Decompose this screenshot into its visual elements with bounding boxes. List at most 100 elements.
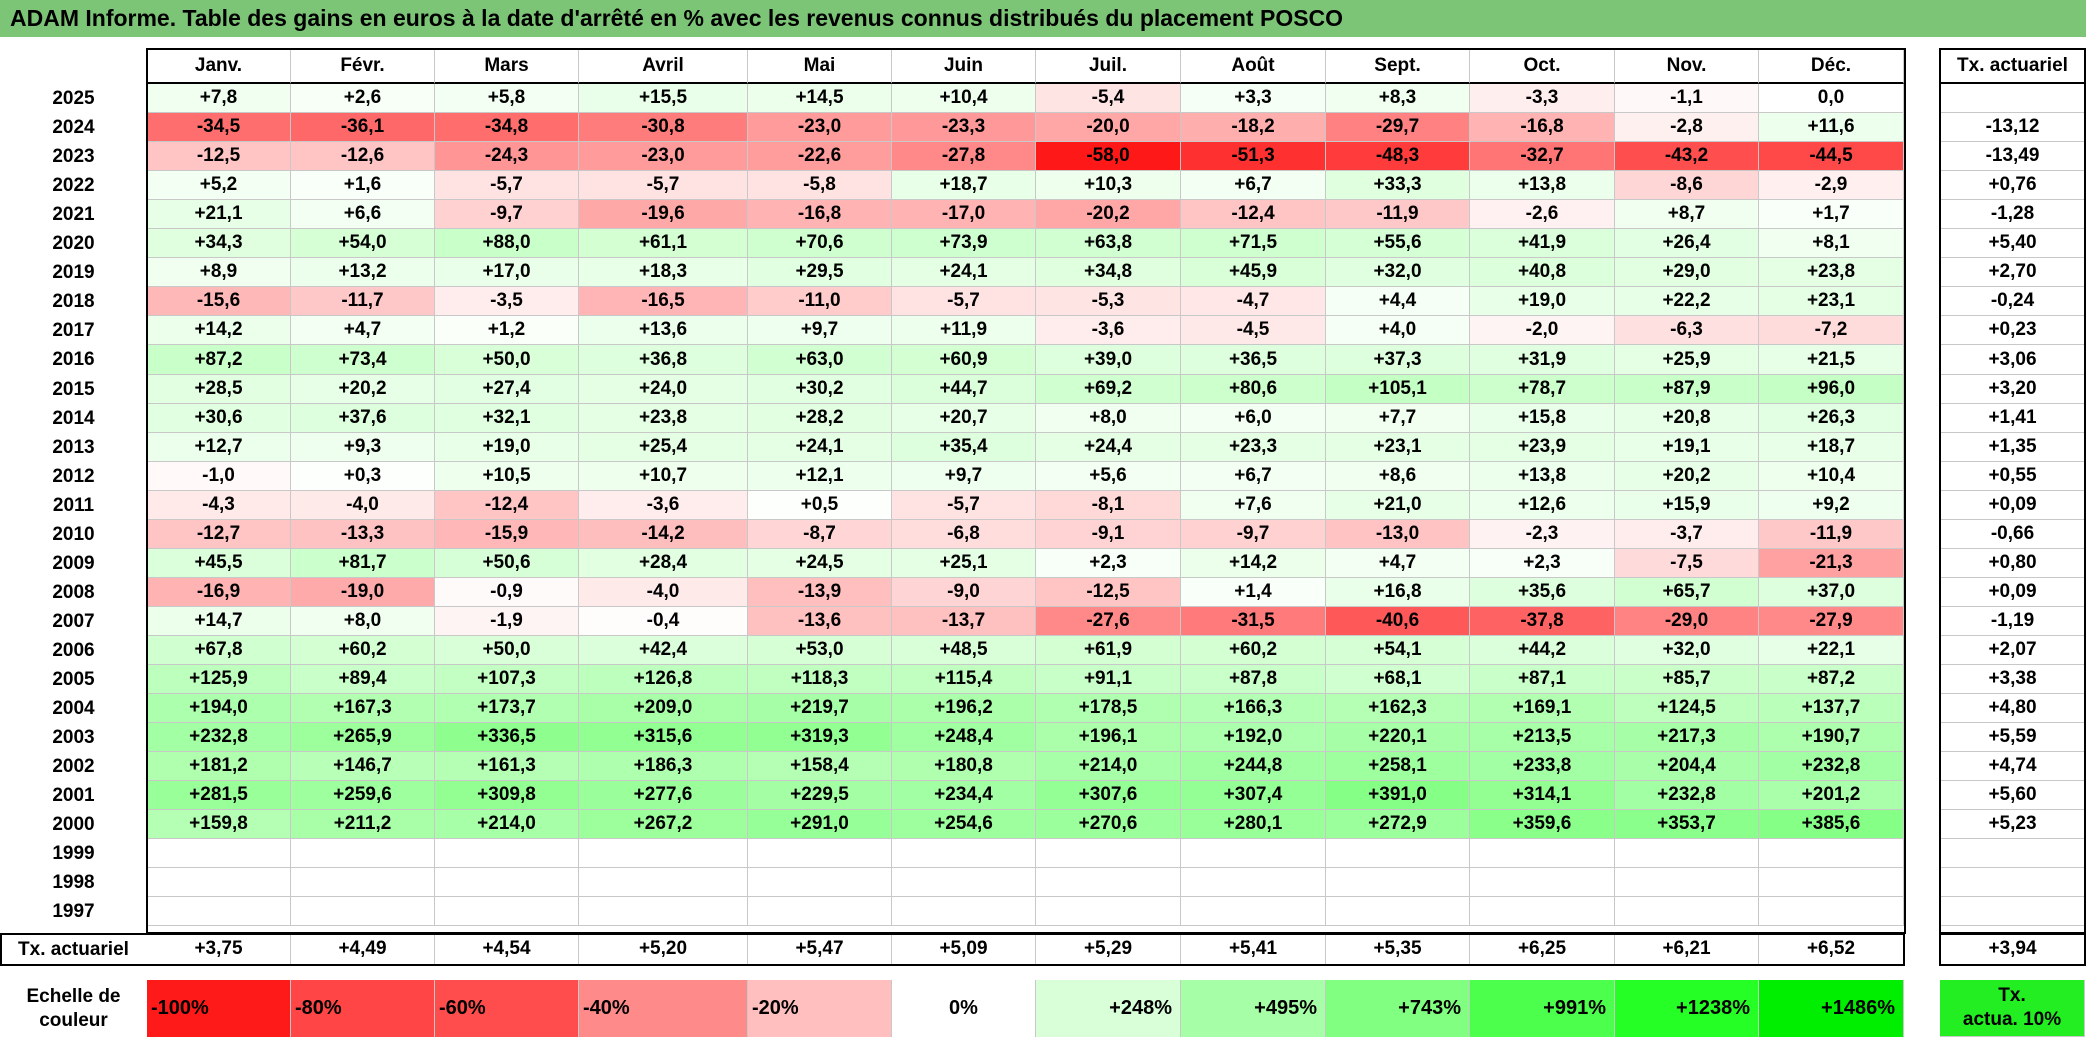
table-cell: -6,3 (1615, 316, 1759, 345)
annual-rate-cell: -13,12 (1940, 113, 2086, 142)
table-cell: +16,8 (1326, 578, 1470, 607)
table-cell: +37,6 (291, 404, 435, 433)
table-cell: +6,7 (1181, 462, 1326, 491)
table-cell: -51,3 (1181, 142, 1326, 171)
table-cell: +232,8 (1759, 752, 1904, 781)
table-cell: -11,0 (748, 287, 892, 316)
table-cell: -16,8 (1470, 113, 1615, 142)
scale-swatch: +1238% (1615, 980, 1759, 1037)
footer-cell: +5,41 (1181, 934, 1326, 965)
table-cell: -8,6 (1615, 171, 1759, 200)
table-cell: +19,0 (1470, 287, 1615, 316)
footer-annual-cell: +3,94 (1940, 934, 2086, 965)
table-cell: +265,9 (291, 723, 435, 752)
table-cell: -16,8 (748, 200, 892, 229)
table-cell: -9,0 (892, 578, 1036, 607)
table-cell: +217,3 (1615, 723, 1759, 752)
table-cell: +55,6 (1326, 229, 1470, 258)
table-cell: +391,0 (1326, 781, 1470, 810)
table-cell: +173,7 (435, 694, 579, 723)
table-cell: +107,3 (435, 665, 579, 694)
table-cell: +234,4 (892, 781, 1036, 810)
table-cell: +24,1 (892, 258, 1036, 287)
table-cell: +272,9 (1326, 810, 1470, 839)
table-cell: -48,3 (1326, 142, 1470, 171)
table-cell: +220,1 (1326, 723, 1470, 752)
table-cell: -5,7 (892, 491, 1036, 520)
month-header: Nov. (1615, 50, 1759, 84)
month-header: Juil. (1036, 50, 1181, 84)
table-cell: -13,9 (748, 578, 892, 607)
table-cell: -9,7 (435, 200, 579, 229)
table-cell: +126,8 (579, 665, 748, 694)
table-cell (1036, 839, 1181, 868)
scale-annual-text: Tx. actua. 10% (1963, 984, 2061, 1032)
table-cell: -20,0 (1036, 113, 1181, 142)
table-cell: -29,0 (1615, 607, 1759, 636)
table-cell: -16,9 (147, 578, 291, 607)
table-cell (1759, 868, 1904, 897)
table-cell: -27,8 (892, 142, 1036, 171)
scale-swatch: -100% (147, 980, 291, 1037)
table-cell: +7,8 (147, 84, 291, 113)
table-cell (748, 897, 892, 926)
table-cell: +23,9 (1470, 433, 1615, 462)
table-cell: +146,7 (291, 752, 435, 781)
table-cell: +353,7 (1615, 810, 1759, 839)
table-cell: +167,3 (291, 694, 435, 723)
table-cell: +19,1 (1615, 433, 1759, 462)
table-cell (1036, 868, 1181, 897)
table-cell: +314,1 (1470, 781, 1615, 810)
table-cell: -2,9 (1759, 171, 1904, 200)
table-cell: -1,1 (1615, 84, 1759, 113)
footer-cell: +6,25 (1470, 934, 1615, 965)
table-cell: -37,8 (1470, 607, 1615, 636)
table-cell: +19,0 (435, 433, 579, 462)
annual-rate-cell (1940, 868, 2086, 897)
table-cell: +12,7 (147, 433, 291, 462)
table-cell: +192,0 (1181, 723, 1326, 752)
year-label: 1997 (52, 900, 95, 922)
table-cell: -20,2 (1036, 200, 1181, 229)
table-cell: +23,3 (1181, 433, 1326, 462)
table-cell: +34,3 (147, 229, 291, 258)
table-cell: -12,4 (1181, 200, 1326, 229)
table-cell: +12,1 (748, 462, 892, 491)
table-cell (1470, 868, 1615, 897)
table-cell: -7,2 (1759, 316, 1904, 345)
table-cell: +69,2 (1036, 375, 1181, 404)
table-cell: +204,4 (1615, 752, 1759, 781)
table-cell: -12,7 (147, 520, 291, 549)
table-cell: -5,3 (1036, 287, 1181, 316)
table-cell: +267,2 (579, 810, 748, 839)
table-cell: +11,6 (1759, 113, 1904, 142)
annual-rate-cell (1940, 84, 2086, 113)
table-cell: -4,3 (147, 491, 291, 520)
table-cell: +89,4 (291, 665, 435, 694)
scale-label-line1: Echelle de (26, 985, 121, 1007)
table-cell (748, 868, 892, 897)
table-cell: +96,0 (1759, 375, 1904, 404)
table-cell: +229,5 (748, 781, 892, 810)
table-cell: -36,1 (291, 113, 435, 142)
table-cell: -11,9 (1326, 200, 1470, 229)
table-cell: +88,0 (435, 229, 579, 258)
table-cell: +2,3 (1036, 549, 1181, 578)
table-cell: -0,9 (435, 578, 579, 607)
table-cell: 0,0 (1759, 84, 1904, 113)
table-cell: +87,2 (1759, 665, 1904, 694)
annual-rate-cell: -1,28 (1940, 200, 2086, 229)
table-cell: +13,2 (291, 258, 435, 287)
table-cell: +23,1 (1759, 287, 1904, 316)
table-cell: +166,3 (1181, 694, 1326, 723)
table-cell: -5,4 (1036, 84, 1181, 113)
table-cell: -11,7 (291, 287, 435, 316)
table-cell: +23,8 (579, 404, 748, 433)
table-cell: +124,5 (1615, 694, 1759, 723)
annual-rate-cell: -13,49 (1940, 142, 2086, 171)
table-cell: -34,5 (147, 113, 291, 142)
annual-rate-cell: +0,76 (1940, 171, 2086, 200)
table-cell: +8,9 (147, 258, 291, 287)
table-cell: +28,5 (147, 375, 291, 404)
table-cell: +8,7 (1615, 200, 1759, 229)
